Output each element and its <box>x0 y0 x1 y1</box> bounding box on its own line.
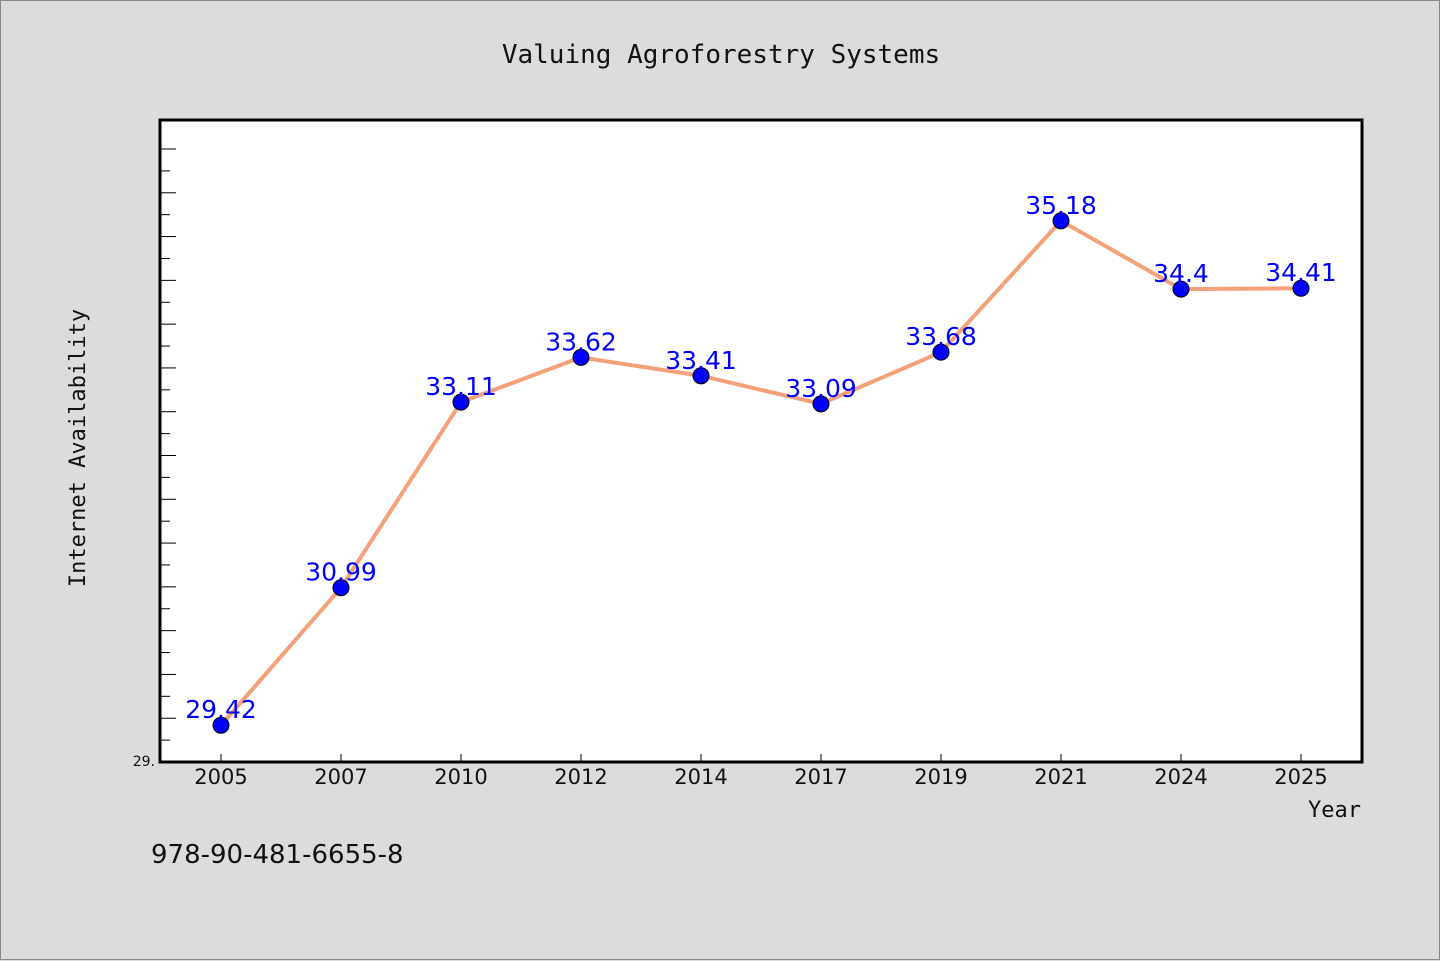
x-axis-ticks <box>220 754 1302 762</box>
data-label: 33.09 <box>785 374 857 403</box>
data-point <box>212 716 230 734</box>
data-label: 33.68 <box>905 322 977 351</box>
x-tick-label: 2017 <box>794 765 847 789</box>
series-line <box>219 218 1303 728</box>
x-tick-label: 2010 <box>434 765 487 789</box>
data-point <box>572 348 590 366</box>
data-label: 33.41 <box>665 346 737 375</box>
data-label: 35.18 <box>1025 191 1097 220</box>
data-point <box>932 343 950 361</box>
x-tick-label: 2005 <box>194 765 247 789</box>
x-axis-label: Year <box>1308 798 1361 823</box>
data-label: 30.99 <box>305 558 377 587</box>
data-label: 33.11 <box>425 372 497 401</box>
x-tick-label: 2007 <box>314 765 367 789</box>
x-tick-label: 2019 <box>914 765 967 789</box>
chart-title: Valuing Agroforestry Systems <box>502 40 940 70</box>
x-tick-label: 2012 <box>554 765 607 789</box>
data-label: 34.41 <box>1265 258 1337 287</box>
data-point <box>812 395 830 413</box>
x-tick-label: 2014 <box>674 765 727 789</box>
isbn-footer: 978-90-481-6655-8 <box>151 840 404 870</box>
x-tick-label: 2021 <box>1034 765 1087 789</box>
x-tick-label: 2024 <box>1154 765 1207 789</box>
data-point <box>1172 280 1190 298</box>
data-point <box>1052 212 1070 230</box>
series-internet-availability <box>212 212 1310 734</box>
x-axis-tick-labels: 2005 2007 2010 2012 2014 2017 2019 2021 2024 2025 <box>194 765 1327 789</box>
x-tick-label: 2025 <box>1274 765 1327 789</box>
data-point <box>452 393 470 411</box>
data-point <box>692 367 710 385</box>
data-label: 33.62 <box>545 327 617 356</box>
data-label: 34.4 <box>1153 259 1209 288</box>
data-point <box>1292 279 1310 297</box>
y-axis-tick-label: 29. <box>133 754 155 770</box>
plot-area <box>158 118 1364 764</box>
data-point <box>332 579 350 597</box>
y-axis-label: Internet Availability <box>66 309 91 587</box>
data-labels: 29.42 30.99 33.11 33.62 33.41 33.09 33.68 35.18… <box>185 191 1337 724</box>
y-axis-ticks <box>160 148 176 741</box>
data-label: 29.42 <box>185 695 257 724</box>
